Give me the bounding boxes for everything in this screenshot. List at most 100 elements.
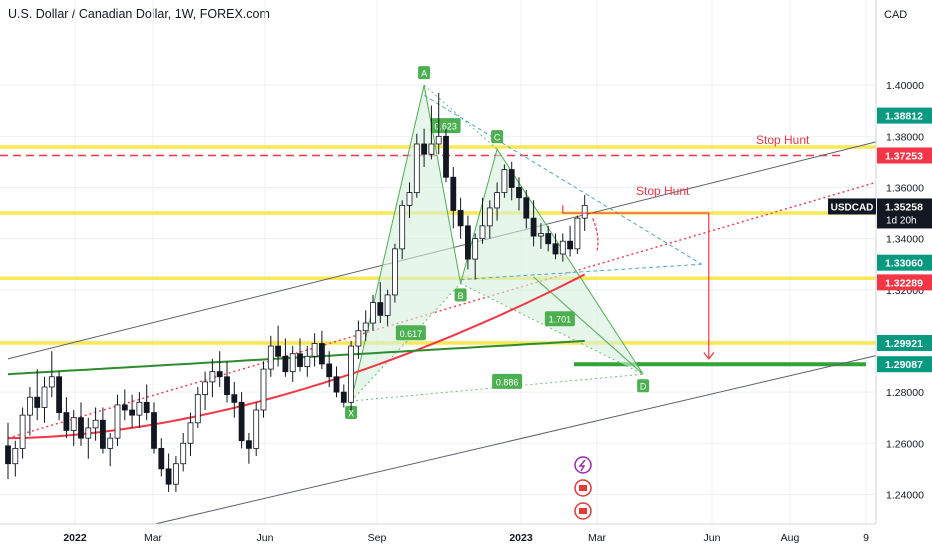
time-axis <box>0 524 932 550</box>
candle-body <box>362 322 369 332</box>
candle-body <box>508 169 515 188</box>
candle-body <box>114 404 121 439</box>
candle-body <box>92 419 99 429</box>
candle-body <box>494 192 501 209</box>
x-tick-label: 2023 <box>509 532 533 544</box>
arrow-head <box>703 352 715 360</box>
candle-body <box>545 233 552 245</box>
pattern-bcd-fill <box>460 149 644 375</box>
candle-body <box>172 463 179 485</box>
ratio-label: 0.617 <box>400 329 423 339</box>
stop-hunt-label: Stop Hunt <box>756 133 810 147</box>
price-badge <box>877 147 932 164</box>
price-badge <box>877 107 932 124</box>
countdown-label: 1d 20h <box>886 215 917 226</box>
candle-body <box>421 143 428 155</box>
candle-body <box>194 394 201 424</box>
candle-body <box>202 381 209 396</box>
stop-hunt-label: Stop Hunt <box>636 184 690 198</box>
candle-body <box>435 135 442 145</box>
candle-body <box>523 197 530 219</box>
ratio-label: 0.886 <box>496 377 519 387</box>
ratio-badge <box>492 373 523 389</box>
candle-body <box>326 363 333 378</box>
pattern-point-badge <box>637 379 650 393</box>
pattern-leg <box>350 85 425 402</box>
candle-body <box>180 442 187 465</box>
candle-body <box>311 343 318 357</box>
dashed-red-arrow <box>592 217 599 252</box>
candle-body <box>121 404 128 411</box>
candle-body <box>238 401 245 442</box>
candle-body <box>304 355 311 367</box>
ratio-badge <box>430 118 461 134</box>
candle-body <box>107 437 114 449</box>
pattern-ratio-line <box>350 283 461 402</box>
candle-body <box>377 302 384 316</box>
candle-body <box>5 445 11 465</box>
chart-title: U.S. Dollar / Canadian Dollar, 1W, FOREX… <box>8 7 270 21</box>
symbol-tag-label: USDCAD <box>831 202 874 213</box>
red-dotted-trendline <box>7 181 877 439</box>
price-badge-label: 1.38812 <box>885 111 923 123</box>
candle-body <box>158 447 165 470</box>
candle-body <box>464 225 471 260</box>
candle-body <box>12 447 19 465</box>
candle-body <box>552 243 559 255</box>
y-tick-label: 1.24000 <box>886 489 924 501</box>
candle-body <box>384 294 391 316</box>
pattern-point-badge <box>418 66 431 80</box>
x-tick-label: 2022 <box>63 532 87 544</box>
ma-green-line <box>7 339 585 376</box>
pattern-point-badge <box>454 288 467 302</box>
x-tick-label: Jun <box>257 532 274 544</box>
candle-body <box>253 409 260 449</box>
candle-body <box>267 345 274 370</box>
candle-body <box>275 345 282 357</box>
price-badge <box>877 356 932 373</box>
pattern-point-label: A <box>421 69 427 79</box>
candle-body <box>231 394 238 403</box>
price-badge <box>877 334 932 351</box>
y-tick-label: 1.38000 <box>886 131 924 143</box>
flag-icon-glyph <box>579 508 587 514</box>
ratio-badge <box>544 311 575 327</box>
symbol-tag <box>828 198 876 215</box>
candle-body <box>450 176 457 211</box>
x-tick-label: Mar <box>588 532 607 544</box>
lightning-icon-glyph <box>578 459 586 472</box>
y-tick-label: 1.40000 <box>886 80 924 92</box>
candle-body <box>209 371 216 383</box>
candle-body <box>260 368 267 411</box>
pattern-point-label: B <box>458 291 464 301</box>
lower-channel-line <box>66 355 877 546</box>
candle-body <box>78 417 84 439</box>
candle-body <box>428 143 435 155</box>
lightning-icon[interactable] <box>574 456 592 474</box>
y-tick-label: 1.26000 <box>886 438 924 450</box>
candle-body <box>355 330 362 347</box>
candle-body <box>472 238 479 260</box>
pattern-point-badge <box>345 406 358 420</box>
price-badge-label: 1.37253 <box>885 151 923 163</box>
candle-body <box>151 412 157 449</box>
price-badge-label: 1.29921 <box>885 338 923 350</box>
candle-body <box>457 210 464 227</box>
candle-body <box>289 353 296 373</box>
candle-body <box>216 371 223 378</box>
price-badge-label: 1.29087 <box>885 359 923 371</box>
candle-body <box>516 187 522 199</box>
candle-body <box>26 396 33 416</box>
candle-body <box>282 355 289 373</box>
price-badge <box>877 254 932 271</box>
candle-body <box>143 401 150 413</box>
x-tick-label: Aug <box>781 532 800 544</box>
price-badge-label: 1.32289 <box>885 277 923 289</box>
candle-body <box>297 353 303 367</box>
candle-body <box>245 440 252 449</box>
price-badge <box>877 274 932 291</box>
candle-body <box>370 302 376 324</box>
candle-body <box>559 240 566 255</box>
